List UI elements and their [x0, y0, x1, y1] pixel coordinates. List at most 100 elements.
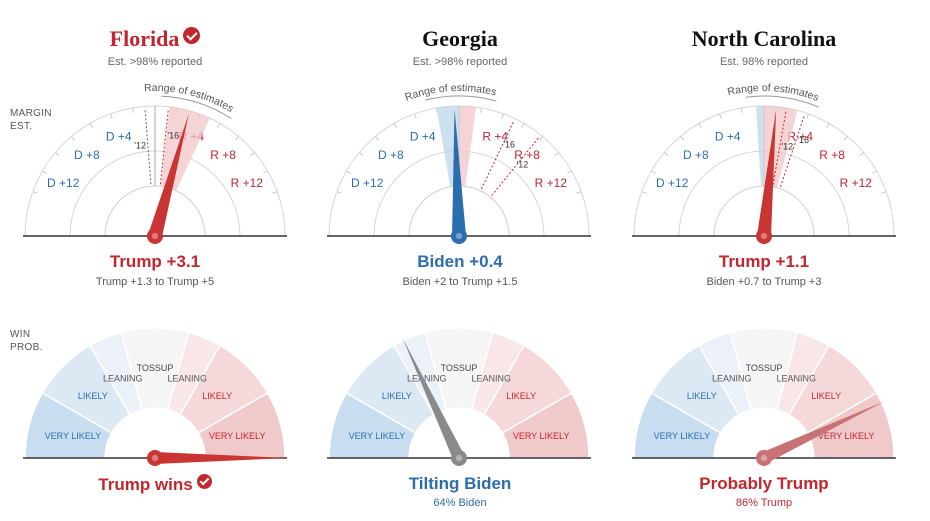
- prob-zone-label: VERY LIKELY: [818, 431, 875, 441]
- margin-tick-mark: [346, 170, 351, 174]
- margin-tick-mark: [826, 123, 830, 128]
- margin-tick-mark: [538, 136, 543, 141]
- prob-zone-label: TOSSUP: [441, 363, 478, 373]
- margin-tick-mark: [859, 152, 864, 157]
- margin-tick-label: R +12: [535, 176, 568, 190]
- called-check-icon: [183, 27, 201, 44]
- margin-tick-mark: [698, 123, 702, 128]
- margin-value-north-carolina: Trump +1.1: [718, 252, 810, 271]
- margin-tick-mark: [359, 152, 364, 157]
- range-band-rep: [459, 106, 476, 187]
- prob-zone-label: TOSSUP: [137, 363, 174, 373]
- margin-tick-label: R +12: [231, 176, 264, 190]
- prob-zone-label: VERY LIKELY: [654, 431, 711, 441]
- prob-zone-label: LIKELY: [78, 391, 108, 401]
- range-of-estimates-text: Range of estimates: [726, 82, 820, 104]
- margin-tick-mark: [872, 170, 877, 174]
- prob-needle: [155, 452, 288, 464]
- range-of-estimates-label: Range of estimates: [144, 82, 236, 115]
- prob-needle-hub: [451, 450, 467, 466]
- margin-tick-mark: [32, 191, 38, 194]
- range-of-estimates-label: Range of estimates: [726, 82, 820, 104]
- history-label-2016: '16: [503, 140, 515, 150]
- margin-tick-mark: [521, 123, 525, 128]
- history-label-2012: '12: [134, 140, 146, 150]
- margin-tick-mark: [719, 113, 722, 119]
- prob-zone-label: LIKELY: [506, 391, 536, 401]
- history-line-2016: [780, 114, 806, 187]
- margin-needle-hub: [451, 228, 467, 244]
- history-line-2012: [491, 136, 540, 196]
- margin-tick-mark: [554, 152, 559, 157]
- prob-sub-georgia: 64% Biden: [433, 497, 487, 509]
- state-title-georgia: Georgia: [422, 26, 498, 51]
- margin-tick-label: D +8: [74, 148, 100, 162]
- margin-needle: [148, 113, 189, 238]
- prob-value-florida: Trump wins: [25, 474, 285, 495]
- prob-needle-hub-dot: [151, 454, 159, 462]
- prob-zone-label: LEANING: [776, 373, 816, 383]
- prob-zone-label: VERY LIKELY: [209, 431, 266, 441]
- margin-tick-label: R +8: [514, 148, 540, 162]
- range-label-arc: [745, 95, 819, 108]
- margin-inner-arc: [104, 185, 206, 237]
- margin-tick-mark: [680, 136, 685, 141]
- margin-tick-mark: [567, 170, 572, 174]
- margin-tick-mark: [806, 113, 809, 119]
- prob-zone-label: LEANING: [407, 373, 447, 383]
- margin-tick-label: R +8: [210, 148, 236, 162]
- prob-sub-north-carolina: 86% Trump: [735, 497, 793, 509]
- margin-tick-label: D +12: [351, 176, 384, 190]
- margin-needle-hub-dot: [151, 232, 159, 240]
- margin-tick-mark: [501, 113, 504, 119]
- history-label-2016: '16: [167, 131, 179, 141]
- prob-zone-label: LEANING: [103, 373, 143, 383]
- range-band-dem: [756, 106, 764, 187]
- margin-tick-mark: [250, 152, 255, 157]
- margin-needle-hub: [756, 228, 772, 244]
- history-line-2012: [144, 108, 152, 185]
- win-prob-label: WIN PROB.: [10, 329, 43, 353]
- range-of-estimates-label: Range of estimates: [403, 82, 497, 104]
- margin-tick-mark: [740, 107, 743, 113]
- margin-needle-hub-dot: [760, 232, 768, 240]
- margin-tick-label: D +4: [715, 129, 741, 143]
- prob-needle: [761, 401, 885, 464]
- reported-north-carolina: Est. 98% reported: [719, 56, 809, 68]
- reported-georgia: Est. >98% reported: [412, 56, 508, 68]
- range-of-estimates-text: Range of estimates: [403, 82, 497, 104]
- margin-tick-mark: [414, 113, 417, 119]
- history-label-2012: '12: [781, 141, 793, 151]
- margin-tick-mark: [576, 191, 582, 194]
- margin-tick-label: D +12: [47, 176, 80, 190]
- prob-zone-label: LEANING: [471, 373, 511, 383]
- prob-zone-label: LEANING: [712, 373, 752, 383]
- margin-tick-label: R +12: [840, 176, 873, 190]
- prob-zone-label: LIKELY: [811, 391, 841, 401]
- margin-tick-label: D +4: [106, 129, 132, 143]
- history-line-2012: [772, 109, 787, 185]
- range-band-dem: [436, 106, 459, 187]
- margin-tick-label: D +8: [683, 148, 709, 162]
- range-of-estimates-text: Range of estimates: [144, 82, 236, 115]
- prob-zone-label: LEANING: [167, 373, 207, 383]
- state-title-florida: Florida: [25, 26, 285, 52]
- margin-range-georgia: Biden +2 to Trump +1.5: [402, 276, 518, 288]
- margin-tick-mark: [375, 136, 380, 141]
- margin-tick-mark: [480, 107, 483, 113]
- margin-range-north-carolina: Biden +0.7 to Trump +3: [706, 276, 822, 288]
- prob-zone-label: LIKELY: [202, 391, 232, 401]
- margin-needle: [757, 109, 777, 237]
- prob-needle: [402, 337, 465, 461]
- margin-needle: [452, 109, 466, 237]
- margin-tick-mark: [651, 170, 656, 174]
- prob-needle-hub-dot: [760, 454, 768, 462]
- margin-est-label: MARGIN EST.: [10, 108, 52, 132]
- prob-value-north-carolina: Probably Trump: [699, 474, 829, 493]
- margin-needle-hub-dot: [455, 232, 463, 240]
- margin-tick-mark: [89, 123, 93, 128]
- margin-tick-mark: [336, 191, 342, 194]
- margin-tick-label: D +8: [378, 148, 404, 162]
- prob-zone-label: VERY LIKELY: [513, 431, 570, 441]
